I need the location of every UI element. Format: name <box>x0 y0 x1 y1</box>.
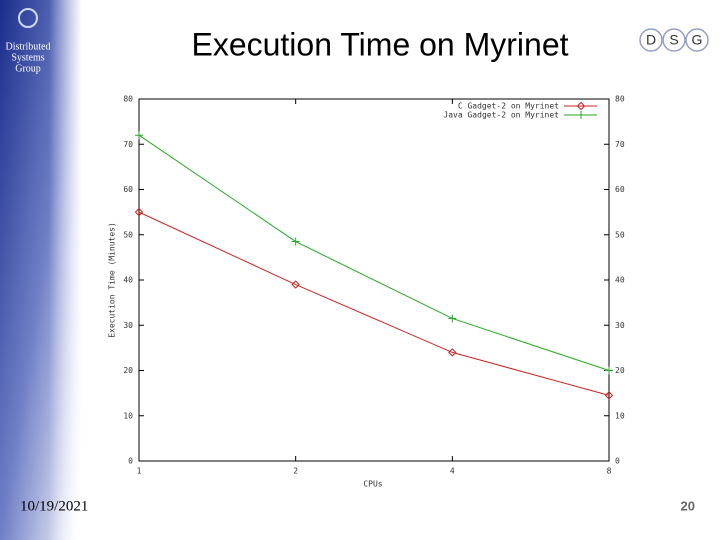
date: 10/19/2021 <box>20 498 88 514</box>
y2-tick-label: 0 <box>615 457 620 466</box>
point <box>291 237 300 246</box>
x-axis-label: CPUs <box>363 480 382 489</box>
x-tick-label: 1 <box>137 467 142 476</box>
point <box>135 131 143 140</box>
legend-label: C Gadget-2 on Myrinet <box>458 102 559 111</box>
logo <box>639 28 709 52</box>
legend-label: Java Gadget-2 on Myrinet <box>443 111 559 120</box>
sidebar-text: Distributed <box>6 41 51 52</box>
series-line <box>138 211 610 396</box>
y-tick-label: 0 <box>128 457 133 466</box>
slide-title: Execution Time on Myrinet <box>191 26 568 62</box>
series-line <box>138 134 610 371</box>
x-tick-label: 8 <box>607 467 612 476</box>
x-tick-label: 2 <box>293 467 298 476</box>
point <box>448 348 457 357</box>
y-axis-label: Execution Time (Minutes) <box>108 222 117 338</box>
y2-tick-label: 80 <box>615 95 625 104</box>
point <box>134 207 144 217</box>
y-tick-label: 10 <box>123 411 133 420</box>
y-tick-label: 50 <box>123 230 133 239</box>
y2-tick-label: 20 <box>615 366 625 375</box>
y2-tick-label: 30 <box>615 321 625 330</box>
point <box>604 391 614 400</box>
sidebar-text: Group <box>15 63 41 74</box>
y-tick-label: 70 <box>123 140 133 149</box>
y2-tick-label: 60 <box>615 185 625 194</box>
sidebar-text: Systems <box>11 52 44 63</box>
y-tick-label: 40 <box>123 276 133 285</box>
x-tick-label: 4 <box>450 467 455 476</box>
sidebar-fade <box>0 0 82 540</box>
point <box>605 366 613 375</box>
logo-letter: D <box>646 32 656 48</box>
y2-tick-label: 70 <box>615 140 625 149</box>
logo-letter: G <box>692 32 703 48</box>
y2-tick-label: 40 <box>615 276 625 285</box>
y-tick-label: 80 <box>123 95 133 104</box>
y-tick-label: 60 <box>123 185 133 194</box>
page-number: 20 <box>681 498 695 513</box>
y-tick-label: 20 <box>123 366 133 375</box>
sidebar-logo <box>18 8 38 28</box>
y-tick-label: 30 <box>123 321 133 330</box>
logo-letter: S <box>669 32 678 48</box>
point <box>576 101 586 111</box>
y2-tick-label: 10 <box>615 411 625 420</box>
point <box>448 314 457 323</box>
point <box>291 280 300 289</box>
point <box>577 111 585 119</box>
y2-tick-label: 50 <box>615 230 625 239</box>
